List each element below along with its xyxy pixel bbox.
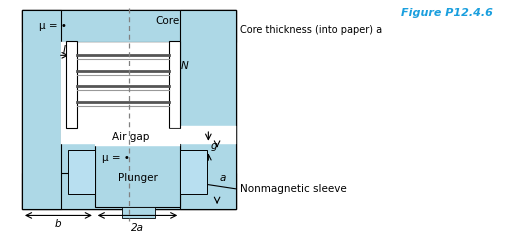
Text: I: I xyxy=(63,45,66,55)
Text: Core: Core xyxy=(156,15,180,26)
Bar xyxy=(61,42,71,126)
Bar xyxy=(180,150,208,194)
Bar xyxy=(95,129,180,146)
Bar xyxy=(22,10,235,42)
Bar xyxy=(169,41,180,128)
Bar xyxy=(95,144,180,207)
Bar xyxy=(68,150,95,194)
Text: Figure P12.4.6: Figure P12.4.6 xyxy=(401,8,493,18)
Bar xyxy=(22,173,235,209)
Bar xyxy=(22,10,235,209)
Text: μ = •: μ = • xyxy=(102,153,129,163)
Text: μ = •: μ = • xyxy=(38,21,66,31)
Text: g: g xyxy=(210,141,217,150)
Text: 2a: 2a xyxy=(131,223,144,233)
Text: Core thickness (into paper) a: Core thickness (into paper) a xyxy=(240,25,382,35)
Text: Nonmagnetic sleeve: Nonmagnetic sleeve xyxy=(240,184,347,194)
Bar xyxy=(61,42,180,126)
Bar xyxy=(66,41,77,128)
Text: a: a xyxy=(220,173,226,183)
Text: Air gap: Air gap xyxy=(112,132,149,142)
Bar xyxy=(180,10,235,209)
Text: b: b xyxy=(55,219,61,229)
Text: Plunger: Plunger xyxy=(118,173,158,183)
Text: N: N xyxy=(181,61,189,71)
Bar xyxy=(22,10,61,209)
Bar xyxy=(122,207,155,218)
Bar xyxy=(61,126,235,144)
